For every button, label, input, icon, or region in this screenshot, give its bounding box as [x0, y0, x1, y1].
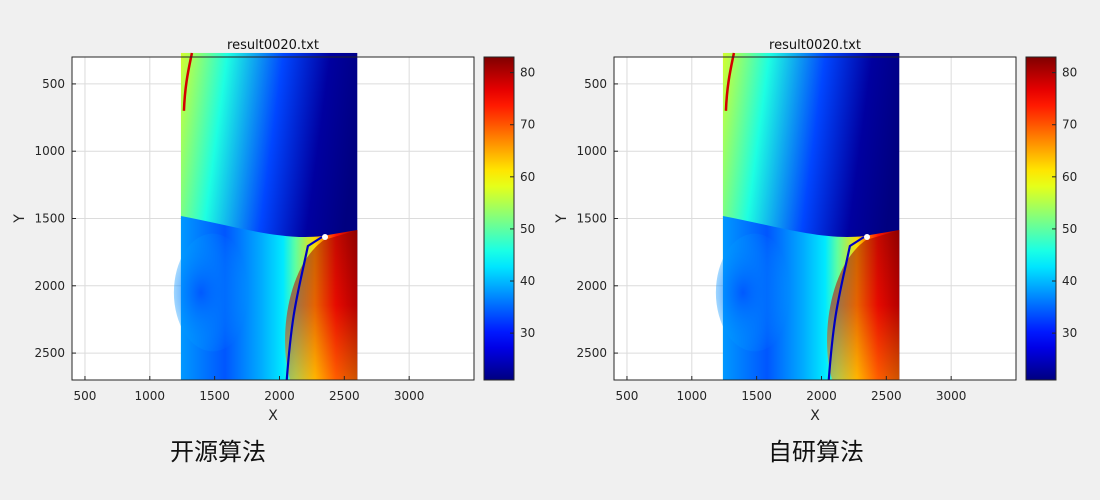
y-tick-label: 1500: [34, 212, 65, 226]
y-tick-label: 2000: [576, 279, 607, 293]
colorbar-tick-label: 70: [520, 118, 535, 132]
plot-title: result0020.txt: [769, 38, 861, 53]
x-tick-label: 1000: [677, 389, 708, 403]
colorbar-tick-label: 50: [520, 222, 535, 236]
crack-line: [285, 236, 323, 381]
colorbar-gradient: [1025, 56, 1057, 381]
x-tick-label: 2000: [264, 389, 295, 403]
figure-right: 500 1000 1500 2000 2500 3000 500 1000 1500 2000 25…: [542, 0, 1092, 500]
x-tick-label: 2000: [806, 389, 837, 403]
caption-right: 自研算法: [768, 438, 864, 466]
field-map: [715, 52, 900, 381]
x-tick-label: 1500: [741, 389, 772, 403]
colorbar-tick-label: 50: [1062, 222, 1077, 236]
crack-tip: [322, 233, 329, 240]
crack-tip: [864, 233, 871, 240]
colorbar: 30 40 50 60 70 80: [483, 56, 535, 381]
field-plot-right: 500 1000 1500 2000 2500 3000 500 1000 1500 2000 25…: [554, 38, 1077, 424]
colorbar-tick-label: 30: [520, 326, 535, 340]
colorbar-tick-label: 60: [520, 170, 535, 184]
colorbar-gradient: [483, 56, 515, 381]
colorbar-tick-label: 80: [1062, 66, 1077, 80]
colorbar: 30 40 50 60 70 80: [1025, 56, 1077, 381]
plot-title: result0020.txt: [227, 38, 319, 53]
colorbar-tick-label: 60: [1062, 170, 1077, 184]
y-tick-label: 1000: [34, 144, 65, 158]
x-axis-label: X: [810, 408, 820, 424]
y-axis-label: Y: [12, 214, 28, 224]
field-low-pocket: [173, 233, 252, 352]
x-tick-label: 1500: [199, 389, 230, 403]
field-low-pocket: [715, 233, 794, 352]
x-tick-label: 3000: [936, 389, 967, 403]
x-tick-label: 2500: [329, 389, 360, 403]
caption-left: 开源算法: [170, 438, 266, 466]
x-tick-label: 3000: [394, 389, 425, 403]
y-tick-label: 2500: [34, 346, 65, 360]
x-tick-label: 2500: [871, 389, 902, 403]
x-tick-label: 500: [74, 389, 97, 403]
colorbar-tick-label: 80: [520, 66, 535, 80]
y-tick-label: 1500: [576, 212, 607, 226]
x-tick-label: 1000: [135, 389, 166, 403]
colorbar-tick-label: 30: [1062, 326, 1077, 340]
y-tick-label: 2000: [34, 279, 65, 293]
y-tick-label: 1000: [576, 144, 607, 158]
field-map: [173, 52, 358, 381]
crack-line: [827, 236, 865, 381]
y-tick-label: 500: [42, 77, 65, 91]
field-plot-left: 500 1000 1500 2000 2500 3000 500 1000 1500 2000 25…: [12, 38, 535, 424]
colorbar-tick-label: 70: [1062, 118, 1077, 132]
x-axis-label: X: [268, 408, 278, 424]
colorbar-tick-label: 40: [520, 274, 535, 288]
colorbar-tick-label: 40: [1062, 274, 1077, 288]
figure-left: 500 1000 1500 2000 2500 3000 500 1000 1500 2000 25…: [12, 38, 535, 466]
y-tick-label: 500: [584, 77, 607, 91]
y-tick-label: 2500: [576, 346, 607, 360]
x-tick-label: 500: [616, 389, 639, 403]
y-axis-label: Y: [554, 214, 570, 224]
